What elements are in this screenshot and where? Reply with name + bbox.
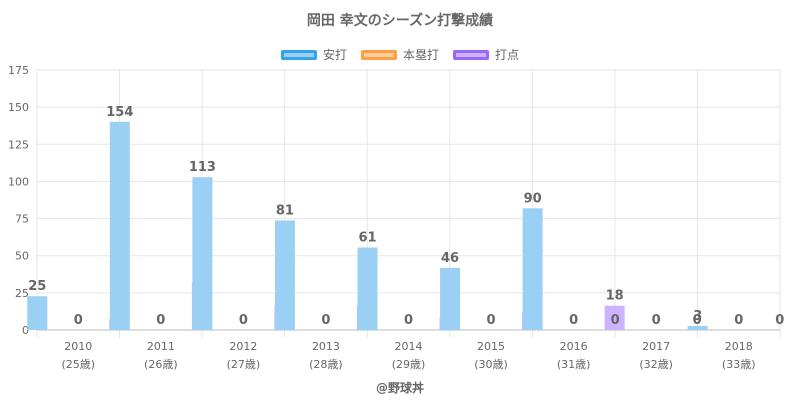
data-label: 0 <box>156 313 165 328</box>
x-tick-label: 2017 <box>642 340 670 353</box>
x-tick-sublabel: (28歳) <box>309 358 343 371</box>
data-label: 3 <box>693 309 702 324</box>
bar-安打-2015 <box>440 267 461 330</box>
bar-打点-2016 <box>604 305 625 330</box>
y-tick-label: 100 <box>8 175 29 188</box>
y-tick-label: 25 <box>15 287 29 300</box>
data-label: 90 <box>524 191 542 206</box>
x-tick-label: 2015 <box>477 340 505 353</box>
x-tick-label: 2011 <box>147 340 175 353</box>
legend-label-rbi: 打点 <box>495 48 520 62</box>
legend-label-home-runs: 本塁打 <box>402 48 439 62</box>
data-label: 0 <box>321 313 330 328</box>
data-label: 0 <box>404 313 413 328</box>
data-label: 0 <box>734 313 743 328</box>
data-label: 0 <box>239 313 248 328</box>
x-tick-sublabel: (33歳) <box>722 358 756 371</box>
y-tick-label: 0 <box>22 324 29 337</box>
bar-安打-2014 <box>357 247 378 330</box>
y-tick-label: 50 <box>15 250 29 263</box>
x-tick-sublabel: (30歳) <box>474 358 508 371</box>
x-tick-label: 2012 <box>229 340 257 353</box>
y-tick-label: 75 <box>15 213 29 226</box>
x-tick-label: 2013 <box>312 340 340 353</box>
x-tick-sublabel: (29歳) <box>392 358 426 371</box>
data-label: 0 <box>775 313 784 328</box>
x-tick-sublabel: (25歳) <box>61 358 95 371</box>
x-tick-sublabel: (31歳) <box>557 358 591 371</box>
data-label: 81 <box>276 203 294 218</box>
legend-label-hits: 安打 <box>322 48 347 62</box>
x-tick-sublabel: (26歳) <box>144 358 178 371</box>
data-label: 0 <box>74 313 83 328</box>
bar-安打-2016 <box>522 208 543 330</box>
data-label: 0 <box>693 313 702 328</box>
chart-title: 岡田 幸文のシーズン打撃成績 <box>306 13 494 29</box>
data-label: 46 <box>441 251 459 266</box>
data-label: 61 <box>358 231 376 246</box>
data-label: 154 <box>106 105 133 120</box>
data-label: 0 <box>569 313 578 328</box>
legend-item-home-runs[interactable]: 本塁打 <box>360 46 439 63</box>
x-tick-label: 2014 <box>395 340 423 353</box>
legend-swatch-home-runs <box>360 49 397 60</box>
x-tick-label: 2010 <box>64 340 92 353</box>
x-tick-sublabel: (32歳) <box>639 358 673 371</box>
credit-text: @野球丼 <box>375 381 424 395</box>
data-label: 0 <box>611 313 620 328</box>
y-tick-label: 150 <box>8 101 29 114</box>
legend-item-hits[interactable]: 安打 <box>280 46 347 63</box>
bar-安打-2012 <box>192 177 213 330</box>
data-label: 0 <box>652 313 661 328</box>
legend-swatch-rbi <box>453 49 489 60</box>
x-tick-label: 2016 <box>560 340 588 353</box>
y-tick-label: 125 <box>8 138 29 151</box>
legend: 安打 本塁打 打点 <box>0 46 800 63</box>
data-label: 113 <box>189 160 216 175</box>
legend-swatch-hits <box>280 49 317 60</box>
x-tick-label: 2018 <box>725 340 753 353</box>
bar-安打-2018 <box>687 325 708 330</box>
bar-安打-2010 <box>27 296 48 330</box>
bar-安打-2011 <box>109 121 130 331</box>
data-label: 25 <box>28 279 46 294</box>
bar-安打-2013 <box>274 220 295 330</box>
data-label: 18 <box>606 289 624 304</box>
data-label: 0 <box>487 313 496 328</box>
x-tick-sublabel: (27歳) <box>227 358 261 371</box>
y-tick-label: 175 <box>8 64 29 77</box>
legend-item-rbi[interactable]: 打点 <box>453 46 519 63</box>
